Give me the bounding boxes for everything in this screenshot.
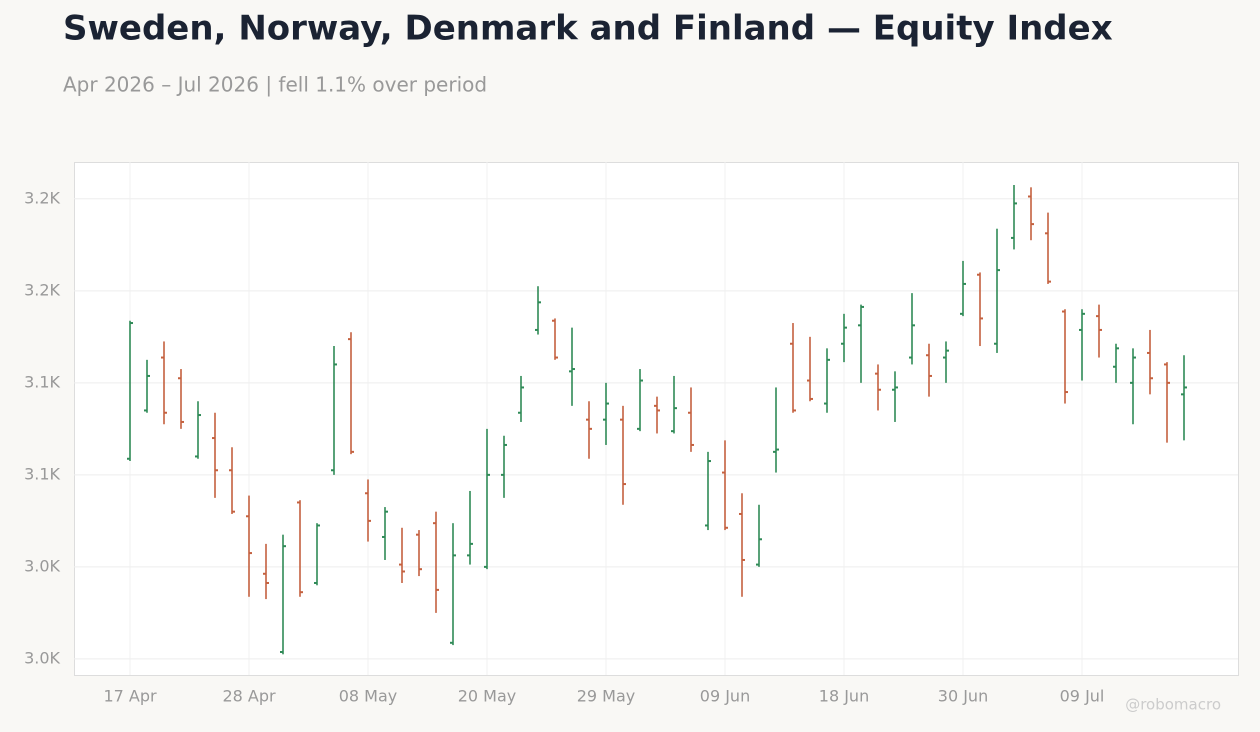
chart-subtitle: Apr 2026 – Jul 2026 | fell 1.1% over per… [63, 73, 487, 97]
x-tick-label: 18 Jun [819, 687, 869, 706]
y-tick-label: 3.2K [24, 280, 60, 299]
x-tick-label: 20 May [458, 687, 517, 706]
y-tick-label: 3.2K [24, 188, 60, 207]
y-tick-label: 3.1K [24, 464, 60, 483]
x-tick-label: 29 May [577, 687, 636, 706]
x-tick-label: 28 Apr [222, 687, 276, 706]
x-tick-label: 30 Jun [938, 687, 988, 706]
x-tick-label: 08 May [339, 687, 398, 706]
y-tick-label: 3.1K [24, 372, 60, 391]
x-tick-label: 17 Apr [103, 687, 157, 706]
watermark: @robomacro [1125, 696, 1221, 714]
x-tick-label: 09 Jul [1060, 687, 1105, 706]
y-tick-label: 3.0K [24, 556, 60, 575]
chart-title: Sweden, Norway, Denmark and Finland — Eq… [63, 9, 1113, 49]
y-tick-label: 3.0K [24, 648, 60, 667]
x-tick-label: 09 Jun [700, 687, 750, 706]
